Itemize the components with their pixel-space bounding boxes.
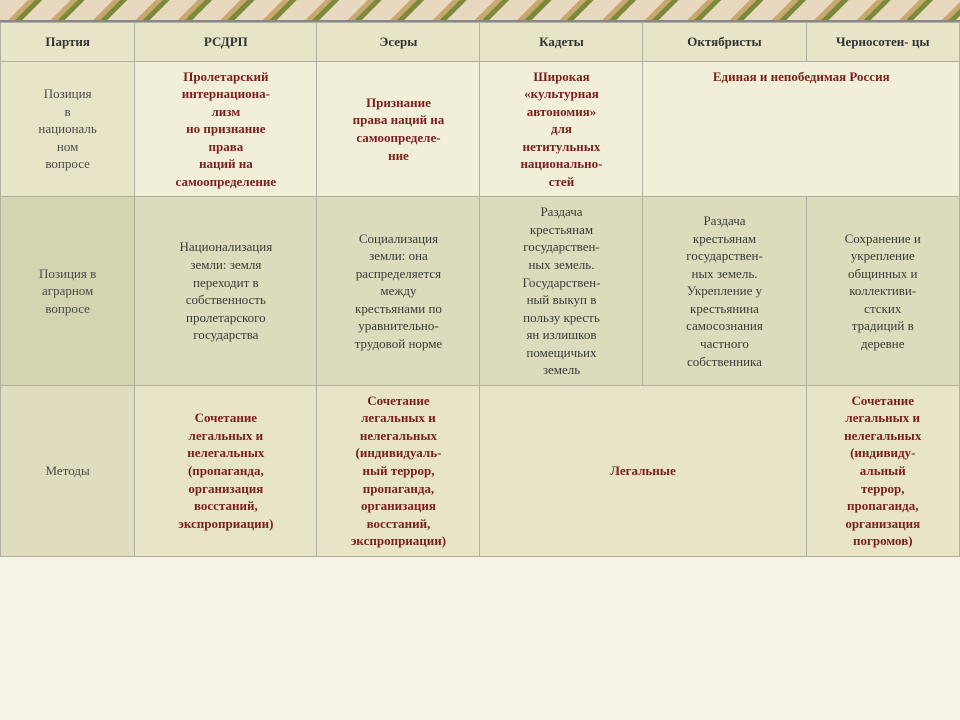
table-cell: Признание права наций на самоопределе- н… xyxy=(317,61,480,197)
table-cell: Сохранение и укрепление общинных и колле… xyxy=(806,197,960,385)
table-cell: Единая и непобедимая Россия xyxy=(643,61,960,197)
header-party: Партия xyxy=(1,23,135,62)
row-label: Методы xyxy=(1,385,135,556)
table-cell: Национализация земли: земля переходит в … xyxy=(135,197,317,385)
table-row: Позиция в националь ном вопросеПролетарс… xyxy=(1,61,960,197)
table-cell: Социализация земли: она распределяется м… xyxy=(317,197,480,385)
table-cell: Широкая «культурная автономия» для нетит… xyxy=(480,61,643,197)
table-cell: Пролетарский интернациона- лизм но призн… xyxy=(135,61,317,197)
top-decoration xyxy=(0,0,960,22)
header-chernosotentsy: Черносотен- цы xyxy=(806,23,960,62)
row-label: Позиция в аграрном вопросе xyxy=(1,197,135,385)
header-esery: Эсеры xyxy=(317,23,480,62)
row-label: Позиция в националь ном вопросе xyxy=(1,61,135,197)
table-cell: Раздача крестьянам государствен- ных зем… xyxy=(480,197,643,385)
table-cell: Раздача крестьянам государствен- ных зем… xyxy=(643,197,806,385)
table-header: Партия РСДРП Эсеры Кадеты Октябристы Чер… xyxy=(1,23,960,62)
table-cell: Сочетание легальных и нелегальных (индив… xyxy=(806,385,960,556)
table-cell: Сочетание легальных и нелегальных (пропа… xyxy=(135,385,317,556)
header-rsdrp: РСДРП xyxy=(135,23,317,62)
table-cell: Легальные xyxy=(480,385,806,556)
table-body: Позиция в националь ном вопросеПролетарс… xyxy=(1,61,960,556)
header-oktyabristy: Октябристы xyxy=(643,23,806,62)
table-row: Позиция в аграрном вопросеНационализация… xyxy=(1,197,960,385)
table-cell: Сочетание легальных и нелегальных (индив… xyxy=(317,385,480,556)
parties-table: Партия РСДРП Эсеры Кадеты Октябристы Чер… xyxy=(0,22,960,557)
table-row: МетодыСочетание легальных и нелегальных … xyxy=(1,385,960,556)
header-kadety: Кадеты xyxy=(480,23,643,62)
